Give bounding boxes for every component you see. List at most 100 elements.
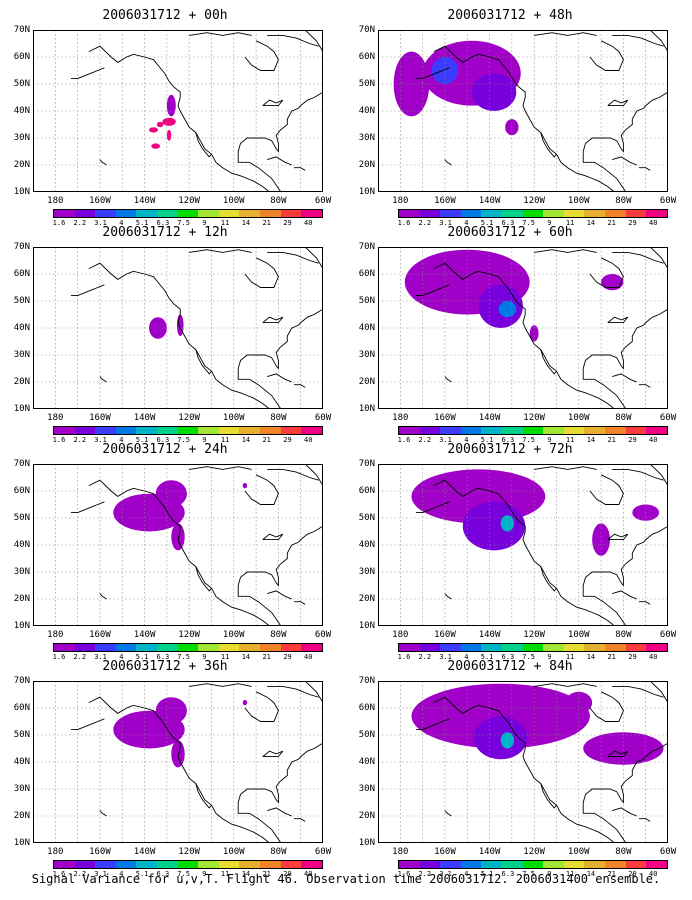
colorbar-label: 9 xyxy=(202,436,207,444)
coastline xyxy=(649,30,668,52)
map-panel: 2006031712 + 00h 70N 60N 50N 40N 30N 20N 10N 180… xyxy=(0,8,331,227)
lat-tick-label: 70N xyxy=(358,25,375,35)
colorbar-label: 7.5 xyxy=(177,653,190,661)
colorbar-swatch xyxy=(481,644,503,651)
coastline xyxy=(70,284,105,297)
colorbar-swatch xyxy=(136,644,158,651)
coastline xyxy=(612,685,664,698)
colorbar-swatch xyxy=(157,861,178,868)
lon-tick-label: 120W xyxy=(178,413,200,423)
map-panel: 2006031712 + 48h 70N 60N 50N 40N 30N 20N 10N 180… xyxy=(345,8,676,227)
coastline xyxy=(649,247,668,269)
colorbar xyxy=(53,209,323,218)
coastline xyxy=(612,251,664,264)
coastline xyxy=(237,525,323,626)
colorbar-swatch xyxy=(419,210,441,217)
colorbar-label: 1.6 xyxy=(397,436,411,444)
variance-contour xyxy=(149,127,158,133)
lat-tick-label: 20N xyxy=(13,811,30,821)
variance-contour xyxy=(592,523,610,556)
coastline xyxy=(267,34,319,47)
colorbar-label: 29 xyxy=(283,219,292,227)
colorbar-label: 11 xyxy=(565,870,575,878)
colorbar-label: 1.6 xyxy=(397,653,411,661)
colorbar-label: 2.2 xyxy=(418,436,432,444)
variance-contour xyxy=(156,121,164,128)
colorbar-label: 14 xyxy=(586,870,596,878)
colorbar-swatch xyxy=(399,861,420,868)
lon-tick-label: 140W xyxy=(478,196,501,206)
coastline xyxy=(607,316,629,324)
colorbar-label: 3.1 xyxy=(94,653,107,661)
colorbar xyxy=(398,643,668,652)
colorbar-swatch xyxy=(115,644,137,651)
lon-tick-label: 180 xyxy=(47,413,64,423)
variance-contour xyxy=(583,732,664,765)
colorbar-swatch xyxy=(198,861,219,868)
lat-tick-label: 50N xyxy=(13,296,30,306)
lon-tick-label: 180 xyxy=(47,196,64,206)
colorbar-label: 1.6 xyxy=(397,219,411,227)
colorbar-swatch xyxy=(177,210,199,217)
colorbar-swatch xyxy=(218,210,240,217)
colorbar-label: 5.1 xyxy=(480,653,494,661)
colorbar-label: 11 xyxy=(220,219,230,227)
colorbar-label: 21 xyxy=(262,870,271,878)
colorbar-swatch xyxy=(584,427,606,434)
colorbar-label: 1.6 xyxy=(52,870,66,878)
lon-tick-label: 100W xyxy=(222,196,245,206)
lat-tick-label: 70N xyxy=(358,459,375,469)
colorbar-swatch xyxy=(301,644,322,651)
coastline xyxy=(607,750,629,758)
lat-tick-label: 20N xyxy=(13,160,30,170)
coastline xyxy=(267,807,292,817)
coastline xyxy=(589,474,624,505)
coastline xyxy=(607,99,629,107)
coastline xyxy=(534,32,597,36)
colorbar-swatch xyxy=(419,644,441,651)
colorbar-label: 14 xyxy=(241,653,251,661)
colorbar-swatch xyxy=(440,644,461,651)
variance-contour xyxy=(171,740,185,768)
variance-contour xyxy=(242,699,248,706)
colorbar-swatch xyxy=(239,644,261,651)
variance-contour xyxy=(500,515,515,532)
coastline xyxy=(540,349,557,375)
colorbar-swatch xyxy=(481,427,503,434)
colorbar xyxy=(398,860,668,869)
colorbar-swatch xyxy=(646,644,667,651)
coastline xyxy=(189,249,252,253)
lon-tick-label: 120W xyxy=(178,847,200,857)
lon-tick-label: 120W xyxy=(523,196,545,206)
coastline xyxy=(534,466,597,470)
colorbar-label: 11 xyxy=(565,653,575,661)
colorbar-swatch xyxy=(54,861,75,868)
colorbar-label: 2.2 xyxy=(418,870,432,878)
colorbar-label: 4 xyxy=(464,436,469,444)
coastline xyxy=(582,91,668,192)
lat-tick-label: 10N xyxy=(358,404,375,414)
figure-caption: Signal Variance for u,v,T. Flight 46. Ob… xyxy=(31,872,661,886)
colorbar-label: 6.3 xyxy=(501,436,515,444)
variance-contour xyxy=(162,117,176,126)
lon-tick-label: 140W xyxy=(478,413,501,423)
colorbar-label: 6.3 xyxy=(156,436,170,444)
colorbar-swatch xyxy=(543,427,564,434)
coastline xyxy=(99,376,107,383)
colorbar-label: 21 xyxy=(607,870,616,878)
lat-tick-label: 40N xyxy=(13,106,30,116)
lat-tick-label: 60N xyxy=(13,703,30,713)
lon-tick-label: 80W xyxy=(270,413,287,423)
colorbar-swatch xyxy=(74,644,96,651)
colorbar-swatch xyxy=(260,210,281,217)
lon-tick-label: 180 xyxy=(47,630,64,640)
coastline xyxy=(195,783,212,809)
lon-tick-label: 60W xyxy=(659,847,677,857)
lon-tick-label: 140W xyxy=(478,630,501,640)
map-frame xyxy=(378,247,668,409)
colorbar-swatch xyxy=(115,861,137,868)
colorbar-swatch xyxy=(625,861,647,868)
colorbar-label: 40 xyxy=(649,436,658,444)
coastline xyxy=(415,284,450,297)
lat-tick-label: 70N xyxy=(13,676,30,686)
